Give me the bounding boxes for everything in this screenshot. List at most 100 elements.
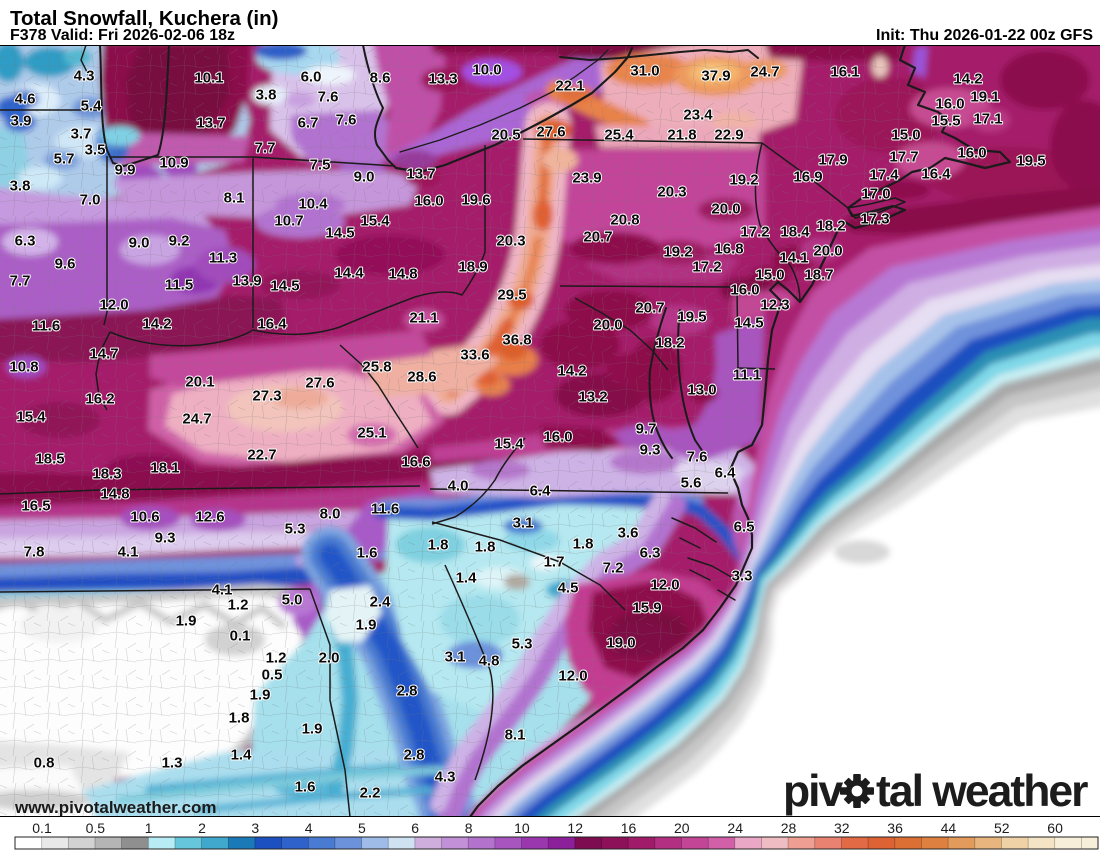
- svg-text:11.6: 11.6: [371, 501, 399, 518]
- svg-text:0.5: 0.5: [262, 667, 283, 684]
- svg-text:29.5: 29.5: [497, 287, 526, 304]
- svg-text:21.8: 21.8: [667, 127, 696, 144]
- svg-text:Init: Thu 2026-01-22 00z GFS: Init: Thu 2026-01-22 00z GFS: [876, 27, 1093, 44]
- svg-text:3.7: 3.7: [71, 126, 92, 143]
- svg-text:4: 4: [305, 820, 313, 836]
- svg-text:11.6: 11.6: [32, 318, 60, 335]
- svg-text:3.6: 3.6: [618, 525, 639, 542]
- svg-text:19.6: 19.6: [461, 192, 490, 209]
- svg-text:14.2: 14.2: [557, 363, 586, 380]
- svg-text:14.8: 14.8: [100, 486, 129, 503]
- svg-text:36.8: 36.8: [502, 332, 531, 349]
- svg-text:1.9: 1.9: [250, 687, 271, 704]
- svg-text:25.8: 25.8: [362, 359, 391, 376]
- svg-text:4.8: 4.8: [479, 653, 500, 670]
- svg-text:25.1: 25.1: [357, 425, 386, 442]
- svg-text:2.8: 2.8: [404, 747, 425, 764]
- svg-text:1.4: 1.4: [231, 747, 253, 764]
- svg-text:10.7: 10.7: [274, 213, 303, 230]
- svg-text:8.6: 8.6: [370, 70, 391, 87]
- svg-text:17.0: 17.0: [861, 186, 890, 203]
- svg-text:4.3: 4.3: [435, 769, 456, 786]
- svg-text:www.pivotalweather.com: www.pivotalweather.com: [14, 798, 217, 817]
- svg-text:1.2: 1.2: [266, 650, 287, 667]
- svg-text:18.7: 18.7: [804, 267, 833, 284]
- svg-text:16.5: 16.5: [21, 498, 50, 515]
- svg-text:5.0: 5.0: [282, 592, 303, 609]
- svg-text:12: 12: [567, 820, 583, 836]
- svg-text:2.2: 2.2: [360, 785, 381, 802]
- svg-text:18.5: 18.5: [35, 451, 64, 468]
- svg-text:7.2: 7.2: [603, 560, 624, 577]
- svg-text:1.9: 1.9: [302, 721, 323, 738]
- svg-text:20.0: 20.0: [813, 243, 842, 260]
- svg-text:17.4: 17.4: [869, 167, 899, 184]
- svg-text:9.3: 9.3: [155, 530, 176, 547]
- svg-text:9.0: 9.0: [129, 235, 150, 252]
- svg-text:3.3: 3.3: [732, 568, 753, 585]
- svg-text:20: 20: [674, 820, 690, 836]
- svg-text:32: 32: [834, 820, 850, 836]
- svg-text:5.3: 5.3: [512, 636, 533, 653]
- svg-text:23.9: 23.9: [572, 170, 601, 187]
- svg-text:Total Snowfall, Kuchera (in): Total Snowfall, Kuchera (in): [10, 7, 278, 30]
- svg-text:2.0: 2.0: [319, 650, 340, 667]
- svg-text:13.0: 13.0: [687, 382, 716, 399]
- svg-text:16.0: 16.0: [957, 145, 986, 162]
- svg-text:12.6: 12.6: [195, 509, 224, 526]
- svg-text:11.5: 11.5: [165, 277, 193, 294]
- svg-text:23.4: 23.4: [683, 107, 713, 124]
- svg-text:9.7: 9.7: [636, 421, 657, 438]
- svg-text:5.7: 5.7: [54, 151, 75, 168]
- svg-text:17.1: 17.1: [973, 111, 1002, 128]
- svg-text:3.5: 3.5: [85, 142, 106, 159]
- svg-text:10.8: 10.8: [9, 359, 38, 376]
- svg-text:1.9: 1.9: [356, 617, 377, 634]
- svg-text:5.4: 5.4: [81, 98, 103, 115]
- svg-text:0.8: 0.8: [34, 755, 55, 772]
- svg-text:6.7: 6.7: [298, 115, 319, 132]
- svg-text:52: 52: [994, 820, 1010, 836]
- svg-text:20.1: 20.1: [185, 374, 214, 391]
- svg-text:36: 36: [887, 820, 903, 836]
- svg-text:25.4: 25.4: [604, 127, 634, 144]
- svg-text:10.1: 10.1: [194, 70, 223, 87]
- svg-text:24.7: 24.7: [750, 64, 779, 81]
- svg-text:44: 44: [941, 820, 957, 836]
- svg-text:20.0: 20.0: [593, 317, 622, 334]
- svg-text:14.7: 14.7: [89, 346, 118, 363]
- svg-text:14.5: 14.5: [734, 315, 763, 332]
- svg-text:8: 8: [465, 820, 473, 836]
- svg-text:1: 1: [145, 820, 153, 836]
- svg-text:16.0: 16.0: [730, 282, 759, 299]
- svg-text:9.2: 9.2: [169, 233, 190, 250]
- svg-text:18.9: 18.9: [458, 259, 487, 276]
- svg-text:37.9: 37.9: [701, 68, 730, 85]
- svg-text:5.6: 5.6: [681, 475, 702, 492]
- svg-text:1.8: 1.8: [229, 710, 250, 727]
- svg-text:1.4: 1.4: [456, 570, 478, 587]
- svg-text:7.6: 7.6: [336, 112, 357, 129]
- svg-text:9.0: 9.0: [354, 169, 375, 186]
- svg-text:6.4: 6.4: [715, 465, 737, 482]
- svg-text:7.7: 7.7: [255, 140, 276, 157]
- svg-text:15.0: 15.0: [891, 127, 920, 144]
- svg-text:15.4: 15.4: [360, 213, 390, 230]
- svg-text:10.6: 10.6: [130, 509, 159, 526]
- svg-text:16.4: 16.4: [257, 316, 287, 333]
- svg-text:16.4: 16.4: [921, 166, 951, 183]
- svg-text:20.0: 20.0: [711, 201, 740, 218]
- svg-text:17.2: 17.2: [692, 259, 721, 276]
- svg-text:9.6: 9.6: [55, 256, 76, 273]
- svg-text:16.0: 16.0: [543, 429, 572, 446]
- svg-text:4.1: 4.1: [212, 582, 233, 599]
- svg-text:16.0: 16.0: [935, 96, 964, 113]
- svg-text:2.4: 2.4: [370, 594, 392, 611]
- svg-text:24: 24: [727, 820, 743, 836]
- svg-text:17.9: 17.9: [818, 152, 847, 169]
- svg-text:0.1: 0.1: [230, 628, 251, 645]
- svg-text:1.9: 1.9: [176, 613, 197, 630]
- svg-text:1.6: 1.6: [295, 779, 316, 796]
- svg-text:6: 6: [411, 820, 419, 836]
- svg-text:15.4: 15.4: [16, 409, 46, 426]
